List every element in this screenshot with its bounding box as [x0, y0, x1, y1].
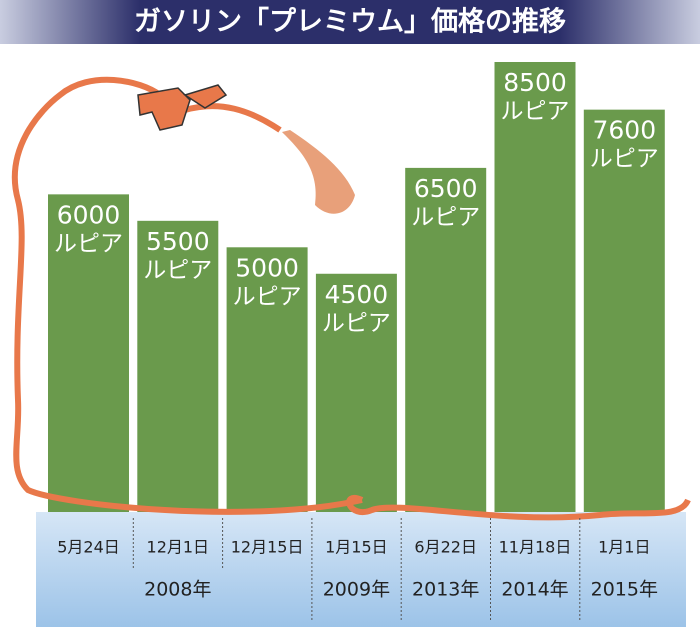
value-unit: ルピア — [411, 204, 480, 230]
year-label: 2013年 — [412, 579, 479, 601]
value-label: 4500 — [325, 280, 389, 309]
x-tick-label: 1月1日 — [598, 538, 650, 557]
year-label: 2014年 — [501, 579, 568, 601]
year-label: 2009年 — [323, 579, 390, 601]
value-unit: ルピア — [322, 310, 391, 336]
bar — [494, 62, 576, 512]
value-label: 7600 — [592, 116, 656, 145]
bar — [315, 273, 397, 512]
chart-title: ガソリン「プレミウム」価格の推移 — [134, 6, 566, 38]
value-unit: ルピア — [54, 231, 123, 257]
axis-band — [36, 512, 686, 627]
value-unit: ルピア — [233, 284, 302, 310]
x-tick-label: 11月18日 — [499, 538, 572, 557]
bars — [48, 62, 665, 512]
x-tick-label: 12月1日 — [147, 538, 210, 557]
spray — [282, 130, 355, 214]
bar — [137, 220, 219, 512]
value-label: 5500 — [146, 227, 210, 256]
x-tick-label: 6月22日 — [414, 538, 477, 557]
bar — [405, 167, 487, 512]
value-label: 6000 — [57, 200, 121, 229]
x-tick-label: 1月15日 — [325, 538, 388, 557]
x-tick-label: 5月24日 — [57, 538, 120, 557]
value-label: 5000 — [235, 253, 299, 282]
year-label: 2008年 — [144, 579, 211, 601]
title-bar — [0, 0, 700, 44]
x-tick-label: 12月15日 — [231, 538, 304, 557]
nozzle — [137, 84, 228, 131]
value-unit: ルピア — [501, 99, 570, 125]
bar — [48, 194, 129, 512]
value-unit: ルピア — [590, 146, 659, 172]
bar — [583, 109, 665, 512]
bar — [226, 247, 308, 512]
value-label: 6500 — [414, 174, 478, 203]
value-label: 8500 — [503, 68, 567, 97]
value-unit: ルピア — [143, 257, 212, 283]
year-label: 2015年 — [591, 579, 658, 601]
